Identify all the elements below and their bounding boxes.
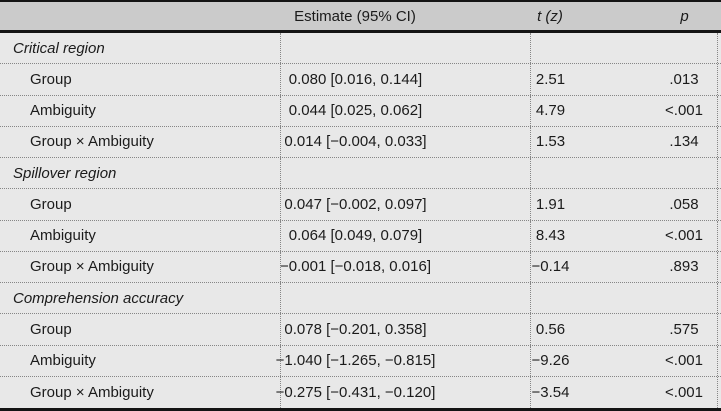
t-cell: −3.54 bbox=[530, 376, 640, 408]
t-cell: 1.91 bbox=[530, 189, 640, 220]
estimate-cell: −1.040 [−1.265, −0.815] bbox=[276, 345, 530, 376]
table-row-ambiguity: Ambiguity 0.064 [0.049, 0.079] 8.43 <.00… bbox=[0, 220, 721, 252]
estimate-cell: −0.275 [−0.431, −0.120] bbox=[276, 376, 530, 408]
t-cell: −9.26 bbox=[530, 345, 640, 376]
table-body: Critical region Group 0.080 [0.016, 0.14… bbox=[0, 33, 721, 408]
row-label: Group bbox=[30, 320, 72, 338]
estimate-cell bbox=[280, 283, 530, 314]
p-cell bbox=[640, 283, 718, 314]
estimate-cell: 0.014 [−0.004, 0.033] bbox=[280, 126, 530, 157]
row-label: Group × Ambiguity bbox=[30, 383, 154, 401]
p-cell: .013 bbox=[640, 64, 718, 95]
table-row-ambiguity: Ambiguity 0.044 [0.025, 0.062] 4.79 <.00… bbox=[0, 95, 721, 127]
estimate-cell: 0.064 [0.049, 0.079] bbox=[280, 220, 530, 251]
header-bottom-rule bbox=[0, 30, 721, 33]
header-estimate: Estimate (95% CI) bbox=[294, 7, 416, 25]
row-label: Group × Ambiguity bbox=[30, 258, 154, 276]
section-row-spillover-region: Spillover region bbox=[0, 158, 721, 190]
estimate-cell bbox=[280, 33, 530, 64]
estimate-cell: 0.078 [−0.201, 0.358] bbox=[280, 314, 530, 345]
p-cell: .058 bbox=[640, 189, 718, 220]
t-cell: 8.43 bbox=[530, 220, 640, 251]
t-cell bbox=[530, 158, 640, 189]
top-rule bbox=[0, 0, 721, 2]
table-row-group: Group 0.047 [−0.002, 0.097] 1.91 .058 bbox=[0, 189, 721, 221]
header-t-z: t (z) bbox=[537, 7, 563, 25]
section-title: Critical region bbox=[13, 39, 105, 57]
table-header-row: Estimate (95% CI) t (z) p bbox=[0, 2, 721, 30]
table-row-group-x-ambiguity: Group × Ambiguity 0.014 [−0.004, 0.033] … bbox=[0, 126, 721, 158]
t-cell: 4.79 bbox=[530, 95, 640, 126]
p-cell: <.001 bbox=[640, 376, 718, 408]
t-cell bbox=[530, 283, 640, 314]
row-label: Group bbox=[30, 70, 72, 88]
t-cell bbox=[530, 33, 640, 64]
p-cell bbox=[640, 33, 718, 64]
table-row-group: Group 0.080 [0.016, 0.144] 2.51 .013 bbox=[0, 64, 721, 96]
t-cell: 0.56 bbox=[530, 314, 640, 345]
table-row-ambiguity: Ambiguity −1.040 [−1.265, −0.815] −9.26 … bbox=[0, 345, 721, 377]
table-row-group: Group 0.078 [−0.201, 0.358] 0.56 .575 bbox=[0, 314, 721, 346]
row-label: Ambiguity bbox=[30, 352, 96, 370]
p-cell bbox=[640, 158, 718, 189]
bottom-rule bbox=[0, 408, 721, 411]
section-title: Comprehension accuracy bbox=[13, 289, 184, 307]
row-label: Group × Ambiguity bbox=[30, 133, 154, 151]
row-label: Ambiguity bbox=[30, 102, 96, 120]
t-cell: 1.53 bbox=[530, 126, 640, 157]
p-cell: .134 bbox=[640, 126, 718, 157]
p-cell: <.001 bbox=[640, 345, 718, 376]
header-p: p bbox=[680, 7, 689, 25]
section-row-comprehension-accuracy: Comprehension accuracy bbox=[0, 283, 721, 315]
table-row-group-x-ambiguity: Group × Ambiguity −0.001 [−0.018, 0.016]… bbox=[0, 251, 721, 283]
estimate-cell: −0.001 [−0.018, 0.016] bbox=[280, 251, 530, 282]
table-row-group-x-ambiguity: Group × Ambiguity −0.275 [−0.431, −0.120… bbox=[0, 376, 721, 408]
section-title: Spillover region bbox=[13, 164, 117, 182]
estimate-cell: 0.044 [0.025, 0.062] bbox=[280, 95, 530, 126]
p-cell: .893 bbox=[640, 251, 718, 282]
section-row-critical-region: Critical region bbox=[0, 33, 721, 65]
estimate-cell bbox=[280, 158, 530, 189]
t-cell: −0.14 bbox=[530, 251, 640, 282]
row-label: Group bbox=[30, 195, 72, 213]
header-blank-cell bbox=[0, 2, 280, 30]
p-cell: <.001 bbox=[640, 220, 718, 251]
t-cell: 2.51 bbox=[530, 64, 640, 95]
p-cell: .575 bbox=[640, 314, 718, 345]
p-cell: <.001 bbox=[640, 95, 718, 126]
estimate-cell: 0.080 [0.016, 0.144] bbox=[280, 64, 530, 95]
row-label: Ambiguity bbox=[30, 227, 96, 245]
estimate-cell: 0.047 [−0.002, 0.097] bbox=[280, 189, 530, 220]
